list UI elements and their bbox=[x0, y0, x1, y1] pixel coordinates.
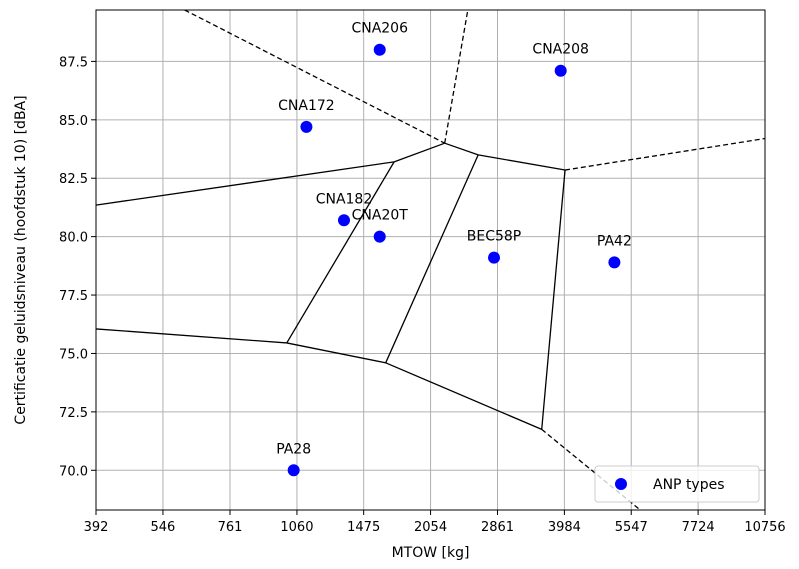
data-point bbox=[373, 43, 386, 56]
voronoi-edge-solid bbox=[444, 142, 479, 156]
voronoi-edge-solid bbox=[478, 154, 566, 171]
voronoi-edge-solid bbox=[385, 154, 479, 364]
y-axis-label: Certificatie geluidsniveau (hoofdstuk 10… bbox=[13, 95, 29, 424]
data-point bbox=[337, 214, 350, 227]
x-tick-label: 10756 bbox=[744, 520, 785, 535]
y-axis-ticks: 70.0 72.5 75.0 77.5 80.0 82.5 85.0 87.5 bbox=[59, 55, 96, 479]
data-point bbox=[608, 256, 621, 269]
x-tick-label: 2861 bbox=[481, 520, 514, 535]
x-tick-label: 5547 bbox=[615, 520, 648, 535]
voronoi-edge-solid bbox=[95, 161, 395, 206]
data-point-label: PA28 bbox=[276, 441, 311, 457]
voronoi-edges bbox=[95, 9, 766, 511]
legend: ANP types bbox=[594, 465, 760, 503]
legend-marker bbox=[615, 478, 627, 490]
data-point bbox=[300, 120, 313, 133]
data-point-label: CNA182 bbox=[316, 191, 373, 207]
x-tick-label: 1060 bbox=[280, 520, 313, 535]
legend-box bbox=[594, 465, 760, 503]
data-point bbox=[488, 251, 501, 264]
voronoi-edge-solid bbox=[541, 169, 566, 430]
data-point-label: CNA208 bbox=[532, 42, 589, 58]
x-tick-label: 1475 bbox=[347, 520, 380, 535]
x-tick-label: 546 bbox=[151, 520, 176, 535]
voronoi-edge-solid bbox=[385, 362, 542, 430]
x-tick-label: 3984 bbox=[548, 520, 581, 535]
y-tick-label: 80.0 bbox=[59, 231, 88, 246]
data-point bbox=[554, 64, 567, 77]
y-tick-label: 70.0 bbox=[59, 464, 88, 479]
y-tick-label: 77.5 bbox=[59, 289, 88, 304]
data-point-label: BEC58P bbox=[467, 229, 521, 245]
x-tick-label: 2054 bbox=[414, 520, 447, 535]
voronoi-edge-solid bbox=[286, 161, 395, 344]
x-tick-label: 761 bbox=[218, 520, 243, 535]
data-point-label: CNA20T bbox=[352, 208, 409, 224]
y-tick-label: 85.0 bbox=[59, 114, 88, 129]
voronoi-edge-dashed bbox=[564, 137, 766, 171]
y-tick-label: 82.5 bbox=[59, 172, 88, 187]
x-axis-ticks: 392 546 761 1060 1475 2054 2861 3984 5547 7724 107… bbox=[84, 510, 786, 535]
y-tick-label: 75.0 bbox=[59, 347, 88, 362]
x-axis-label: MTOW [kg] bbox=[392, 545, 470, 561]
voronoi-edge-dashed bbox=[444, 9, 469, 144]
y-tick-label: 72.5 bbox=[59, 406, 88, 421]
data-point-label: CNA172 bbox=[278, 98, 335, 114]
voronoi-edge-solid bbox=[393, 142, 445, 163]
data-point-label: CNA206 bbox=[351, 21, 408, 37]
voronoi-edge-dashed bbox=[184, 9, 446, 144]
y-tick-label: 87.5 bbox=[59, 55, 88, 70]
x-tick-label: 7724 bbox=[682, 520, 715, 535]
data-point bbox=[287, 464, 300, 477]
voronoi-edge-solid bbox=[95, 328, 287, 344]
data-point bbox=[373, 230, 386, 243]
data-points bbox=[287, 43, 621, 477]
data-point-label: PA42 bbox=[597, 233, 632, 249]
voronoi-edge-solid bbox=[286, 342, 386, 364]
x-tick-label: 392 bbox=[84, 520, 109, 535]
legend-entry-label: ANP types bbox=[653, 477, 725, 493]
